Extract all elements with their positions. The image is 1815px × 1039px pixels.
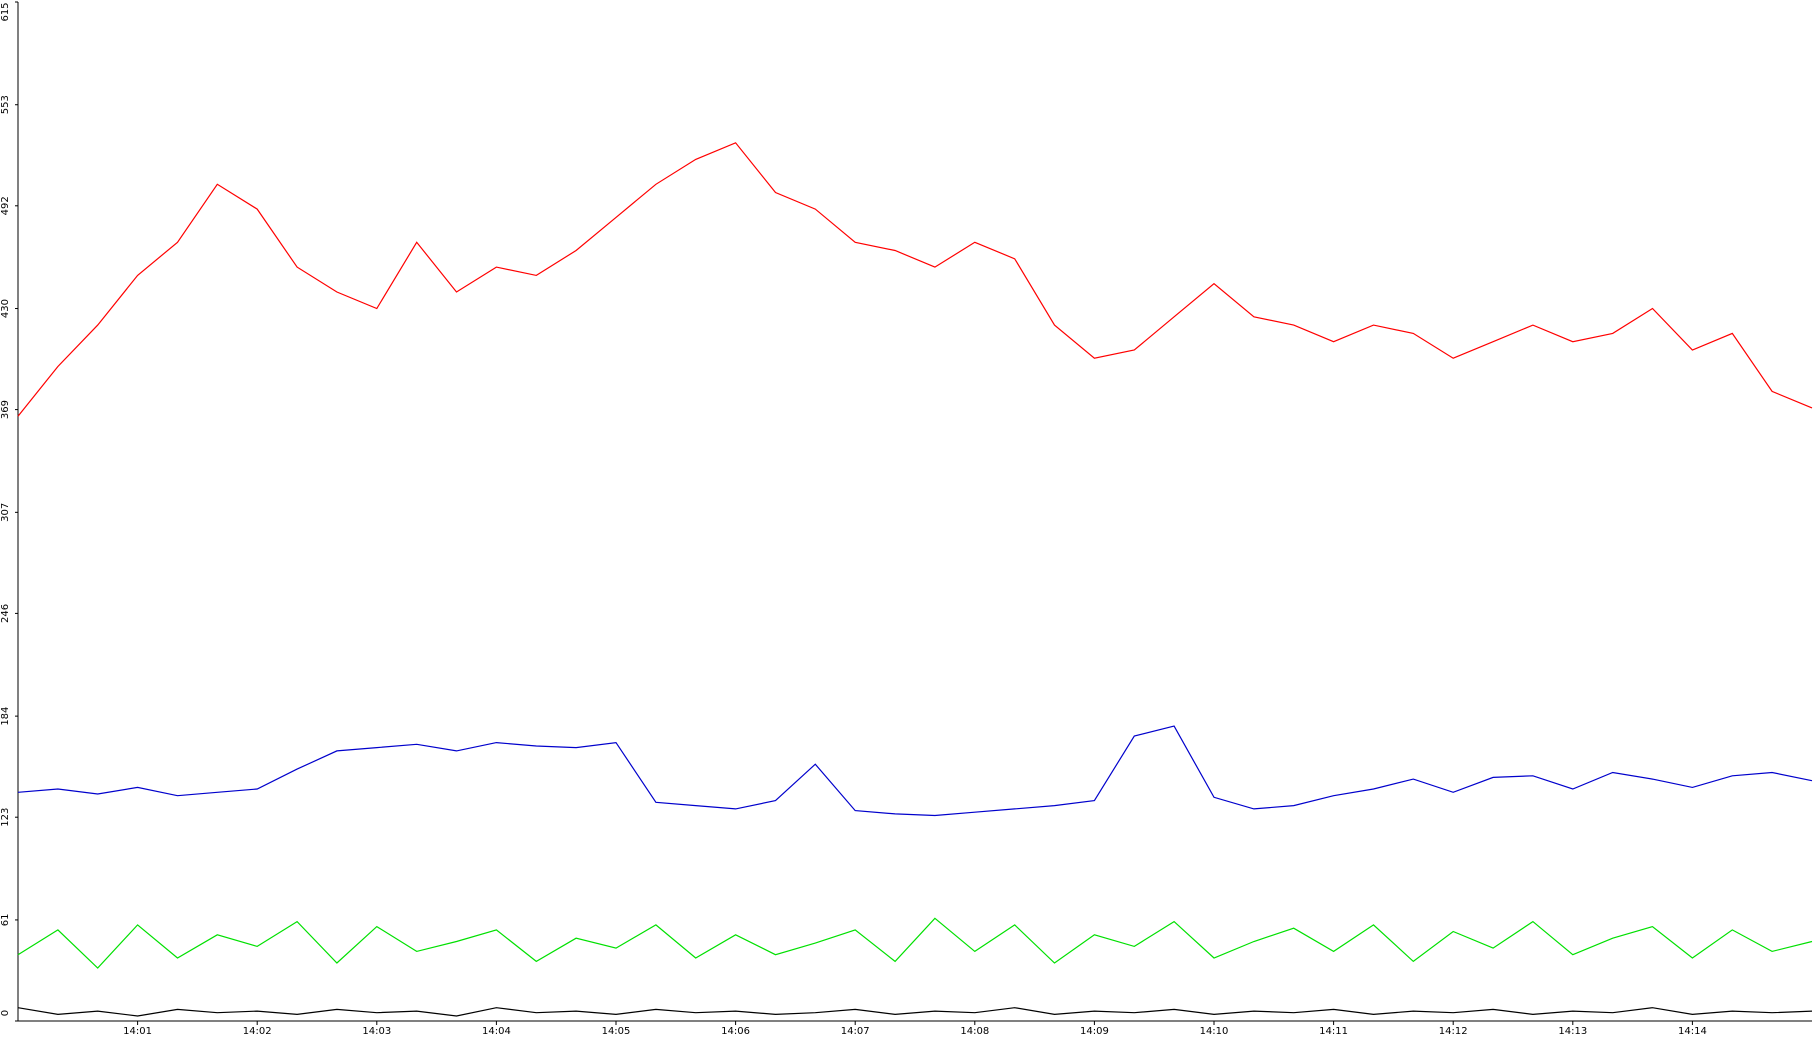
x-tick-label: 14:14 [1678,1026,1707,1037]
x-tick-label: 14:03 [362,1026,391,1037]
series-line [17,917,1813,969]
y-tick-label: 369 [0,400,11,419]
y-tick-label: 430 [0,299,11,318]
y-tick-label: 615 [0,2,11,21]
x-tick-label: 14:05 [602,1026,631,1037]
x-tick-label: 14:04 [482,1026,511,1037]
x-tick-label: 14:11 [1319,1026,1348,1037]
x-tick-label: 14:12 [1439,1026,1468,1037]
y-tick-label: 492 [0,196,11,215]
y-tick-label: 246 [0,604,11,623]
x-tick-label: 14:10 [1200,1026,1229,1037]
x-tick-label: 14:06 [721,1026,750,1037]
y-tick-label: 61 [0,914,11,927]
x-tick-label: 14:01 [123,1026,152,1037]
y-tick-label: 553 [0,95,11,114]
x-tick-label: 14:08 [960,1026,989,1037]
y-tick-label: 184 [0,707,11,726]
series-line [17,1007,1813,1017]
series-line [17,142,1813,417]
x-tick-label: 14:02 [243,1026,272,1037]
x-tick-label: 14:13 [1558,1026,1587,1037]
x-tick-label: 14:09 [1080,1026,1109,1037]
y-tick-label: 123 [0,808,11,827]
y-tick-label: 0 [0,1010,11,1016]
x-tick-label: 14:07 [841,1026,870,1037]
y-tick-label: 307 [0,503,11,522]
series-line [17,725,1813,817]
